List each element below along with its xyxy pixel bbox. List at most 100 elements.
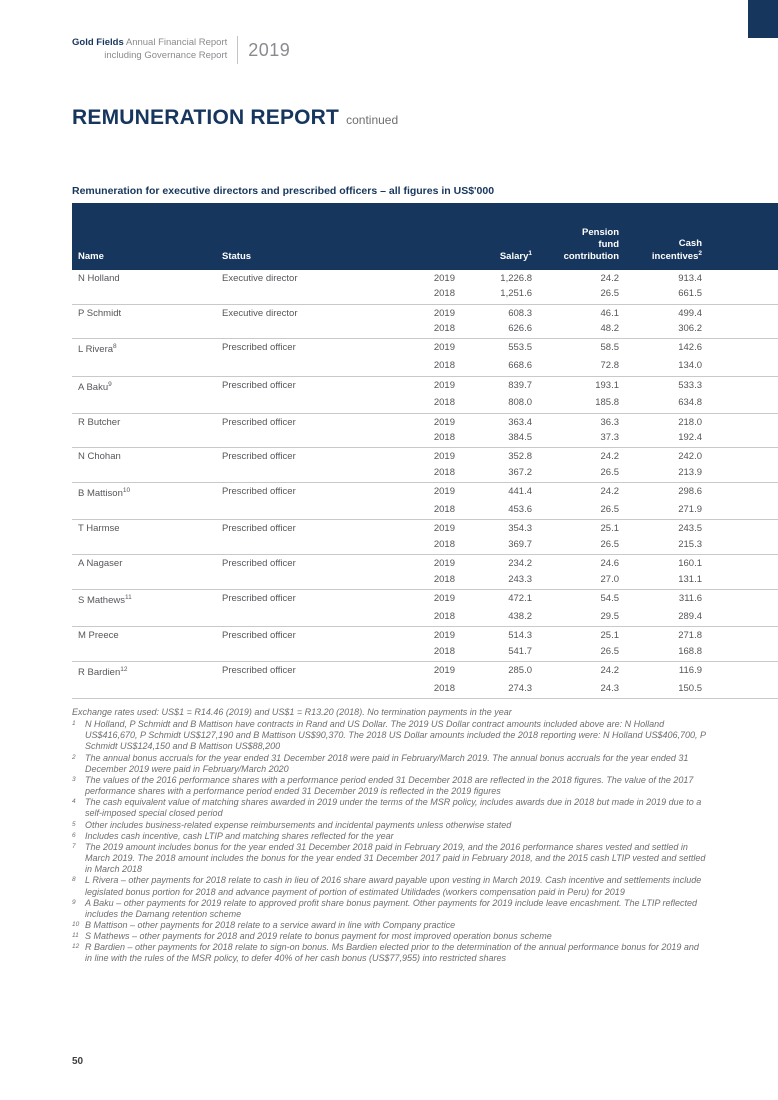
row-year: 2019: [433, 342, 455, 354]
person-group: R Butcher Prescribed officer 2019 363.4 36.3…: [72, 413, 778, 448]
footnote-item: 2 The annual bonus accruals for the year …: [72, 753, 706, 775]
row-year: 2018: [433, 682, 455, 694]
person-status: [222, 502, 400, 519]
footnote-number: 9: [72, 898, 76, 906]
footnote-number: 5: [72, 820, 76, 828]
row-year: 2018: [433, 466, 455, 478]
salary-value: 1,251.6: [500, 288, 532, 300]
footnote-item: 3 The values of the 2016 performance shar…: [72, 775, 706, 797]
footnote-text: The values of the 2016 performance share…: [85, 774, 694, 797]
table-row: M Preece Prescribed officer 2019 514.3 25.1 2…: [72, 627, 778, 644]
footnote-number: 1: [72, 720, 76, 728]
cash-value: 213.9: [678, 466, 702, 478]
salary-value: 438.2: [508, 610, 532, 622]
brand-block: Gold Fields Annual Financial Report incl…: [72, 37, 227, 62]
salary-value: 243.3: [508, 573, 532, 585]
cash-value: 661.5: [678, 288, 702, 300]
row-year: 2019: [433, 523, 455, 535]
filler-cell: [702, 413, 778, 430]
person-name: [72, 681, 222, 698]
filler-cell: [702, 304, 778, 321]
table-row: 2018 243.3 27.0 131.1: [72, 572, 778, 589]
salary-value: 285.0: [508, 664, 532, 676]
cash-value: 913.4: [678, 272, 702, 284]
pension-value: 26.5: [600, 288, 620, 300]
row-year: 2019: [433, 307, 455, 319]
pension-value: 46.1: [600, 307, 620, 319]
footnote-number: 7: [72, 842, 76, 850]
person-group: T Harmse Prescribed officer 2019 354.3 25.1 2…: [72, 520, 778, 555]
filler-cell: [702, 322, 778, 339]
person-name: [72, 465, 222, 482]
person-status: Prescribed officer: [222, 451, 296, 463]
table-row: R Bardien12 Prescribed officer 2019 285.0 24…: [72, 661, 778, 681]
table-row: P Schmidt Executive director 2019 608.3 46.1…: [72, 304, 778, 321]
col-header-salary: Salary1: [455, 203, 532, 270]
table-row: 2018 369.7 26.5 215.3: [72, 537, 778, 554]
row-year: 2018: [433, 538, 455, 550]
person-status: Prescribed officer: [222, 630, 296, 642]
page-title: REMUNERATION REPORT continued: [72, 106, 706, 129]
footnote-intro: Exchange rates used: US$1 = R14.46 (2019…: [72, 707, 512, 717]
row-year: 2019: [433, 630, 455, 642]
footnote-text: The annual bonus accruals for the year e…: [85, 752, 689, 774]
cash-value: 311.6: [678, 593, 702, 605]
person-status: Prescribed officer: [222, 593, 296, 605]
footnote-number: 8: [72, 876, 76, 884]
filler-cell: [702, 572, 778, 589]
person-group: A Nagaser Prescribed officer 2019 234.2 24.6…: [72, 555, 778, 590]
pension-value: 58.5: [600, 342, 620, 354]
salary-value: 541.7: [508, 645, 532, 657]
filler-cell: [702, 483, 778, 503]
salary-value: 274.3: [508, 682, 532, 694]
col-header-cash: Cash incentives2: [619, 203, 702, 270]
person-name: [72, 396, 222, 413]
pension-value: 36.3: [600, 416, 620, 428]
report-subtitle: including Governance Report: [104, 50, 228, 61]
cash-value: 289.4: [678, 610, 702, 622]
pension-value: 185.8: [595, 397, 619, 409]
salary-value: 514.3: [508, 630, 532, 642]
salary-value: 367.2: [508, 466, 532, 478]
salary-value: 352.8: [508, 451, 532, 463]
pension-value: 24.6: [600, 558, 620, 570]
pension-value: 24.2: [600, 451, 620, 463]
filler-cell: [702, 376, 778, 396]
footnote-text: L Rivera – other payments for 2018 relat…: [85, 875, 702, 897]
table-row: L Rivera8 Prescribed officer 2019 553.5 58.5…: [72, 339, 778, 359]
person-group: R Bardien12 Prescribed officer 2019 285.0 24…: [72, 661, 778, 699]
cash-value: 242.0: [678, 451, 702, 463]
row-year: 2019: [433, 416, 455, 428]
filler-cell: [702, 555, 778, 572]
person-status: [222, 609, 400, 626]
pension-value: 25.1: [600, 523, 620, 535]
col-header-year: [400, 203, 455, 270]
person-status: Prescribed officer: [222, 558, 296, 570]
cash-value: 218.0: [678, 416, 702, 428]
pension-value: 48.2: [600, 323, 620, 335]
col-header-filler: [702, 203, 778, 270]
footnote-number: 4: [72, 798, 76, 806]
footnote-text: S Mathews – other payments for 2018 and …: [85, 931, 552, 942]
name-footnote-ref: 11: [125, 594, 132, 602]
pension-value: 72.8: [600, 360, 620, 372]
table-header: Name Status Salary1 Pension fund contrib…: [72, 203, 778, 270]
footnote-number: 3: [72, 775, 76, 783]
row-year: 2018: [433, 645, 455, 657]
cash-value: 168.8: [678, 645, 702, 657]
cash-footnote-ref: 2: [698, 249, 702, 257]
person-name: A Nagaser: [78, 558, 123, 570]
row-year: 2018: [433, 323, 455, 335]
person-name: [72, 502, 222, 519]
row-year: 2019: [433, 664, 455, 676]
pension-value: 26.5: [600, 538, 620, 550]
footnote-text: N Holland, P Schmidt and B Mattison have…: [85, 719, 706, 752]
name-footnote-ref: 8: [113, 343, 117, 351]
cash-value: 243.5: [678, 523, 702, 535]
salary-value: 441.4: [508, 486, 532, 498]
pension-value: 24.2: [600, 664, 620, 676]
page-title-main: REMUNERATION REPORT: [72, 106, 340, 129]
person-group: M Preece Prescribed officer 2019 514.3 25.1 2…: [72, 627, 778, 662]
row-year: 2018: [433, 431, 455, 443]
row-year: 2019: [433, 379, 455, 391]
